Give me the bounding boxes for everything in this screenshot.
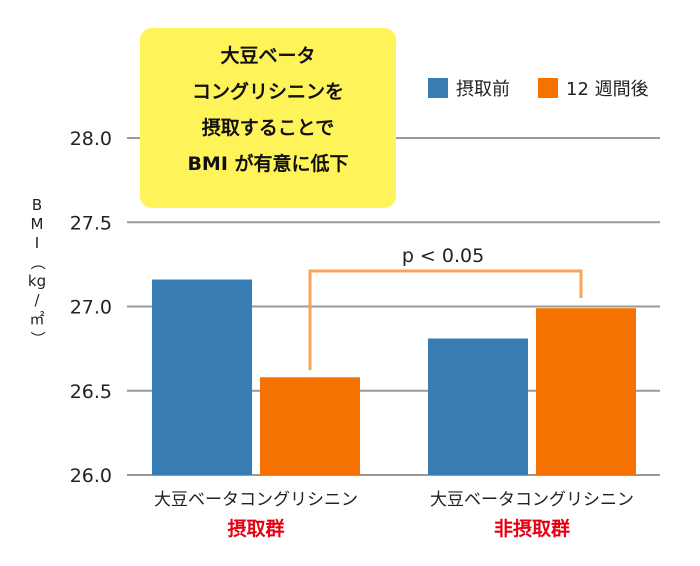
legend-swatch [538,78,558,98]
y-label-char: kg [27,272,47,290]
x-category-label: 大豆ベータコングリシニン [154,490,358,510]
y-label-char: ） [28,330,47,346]
legend-label: 12 週間後 [566,79,649,100]
y-label-char: M [30,215,44,233]
significance-label: p < 0.05 [402,245,484,267]
x-group-label: 非摂取群 [494,517,570,540]
y-tick-label: 27.5 [70,212,112,234]
callout-line: 大豆ベータ [220,45,316,67]
callout-box: 大豆ベータ コングリシニンを 摂取することで BMI が有意に低下 [140,28,396,208]
bar-after [260,377,360,475]
y-label-char: ㎡ [29,310,45,328]
y-label-char: / [34,291,40,309]
callout-line: コングリシニンを [191,81,344,103]
callout-line: BMI が有意に低下 [187,153,349,175]
x-category-label: 大豆ベータコングリシニン [430,490,634,510]
y-tick-label: 26.0 [70,465,112,487]
y-label-char: （ [28,254,47,270]
x-group-label: 摂取群 [227,517,284,540]
callout-line: 摂取することで [201,117,335,139]
y-label-char: B [31,196,43,214]
y-tick-label: 28.0 [70,128,112,150]
bar-after [536,308,636,475]
y-axis-label: B M I （ kg / ㎡ ） [22,196,52,348]
bar-before [152,279,252,475]
significance-bracket [308,269,583,370]
legend-swatch [428,78,448,98]
bar-before [428,338,528,475]
y-tick-label: 27.0 [70,297,112,319]
y-label-char: I [34,234,40,252]
y-tick-label: 26.5 [70,381,112,403]
legend-label: 摂取前 [456,79,510,100]
